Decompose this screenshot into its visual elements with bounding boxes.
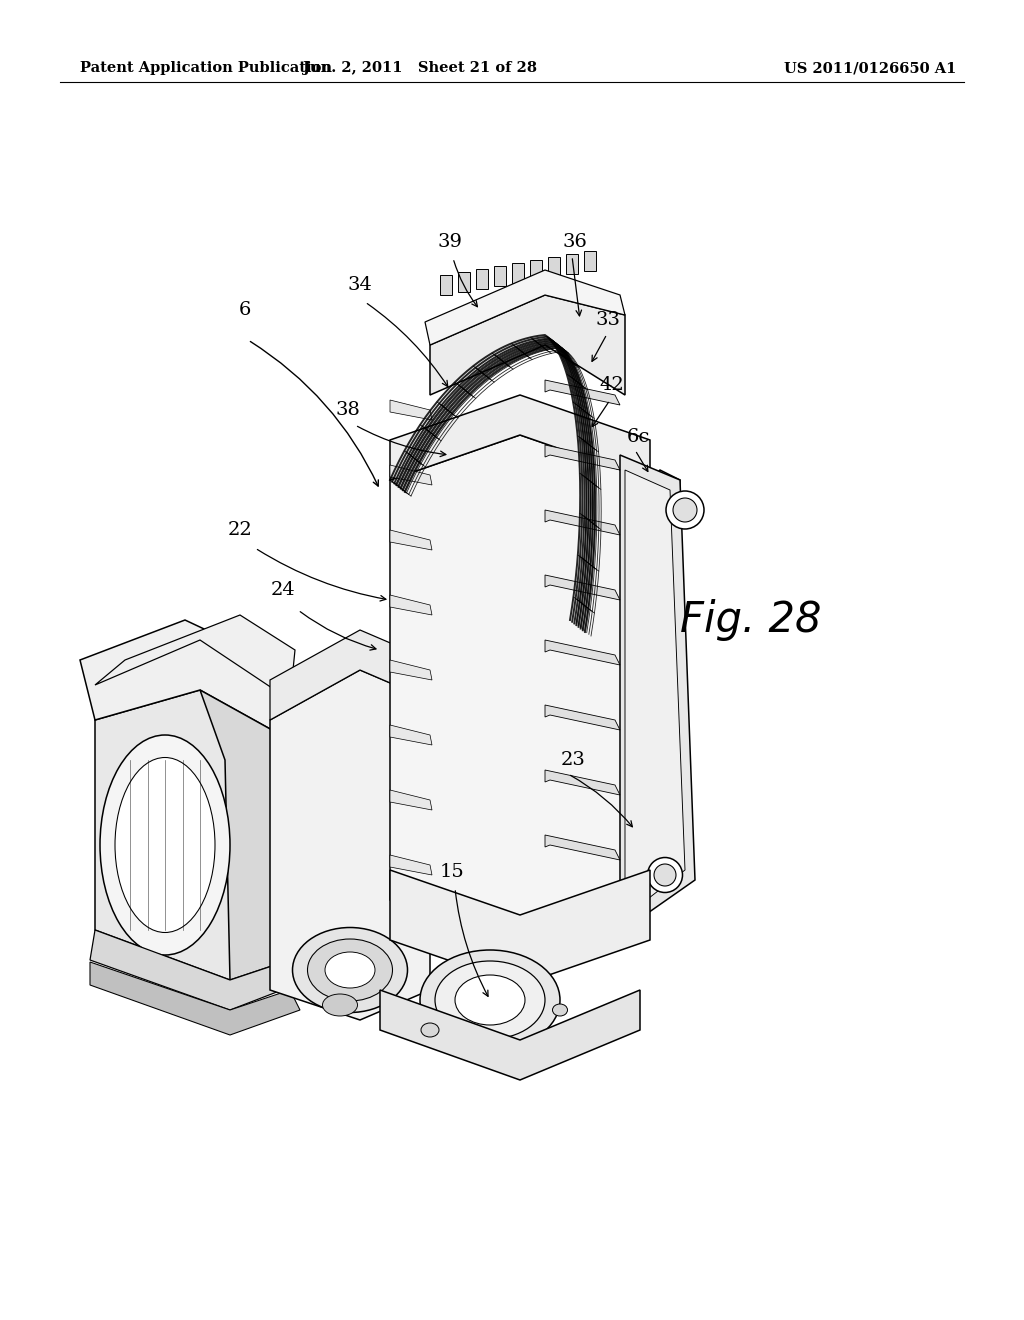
FancyBboxPatch shape	[566, 253, 578, 275]
FancyBboxPatch shape	[584, 251, 596, 271]
Text: 6c: 6c	[627, 428, 649, 446]
Text: Patent Application Publication: Patent Application Publication	[80, 61, 332, 75]
FancyBboxPatch shape	[494, 267, 506, 286]
Text: 23: 23	[560, 751, 586, 770]
Polygon shape	[95, 615, 295, 700]
Polygon shape	[270, 671, 430, 1020]
Ellipse shape	[307, 939, 392, 1001]
FancyBboxPatch shape	[530, 260, 542, 280]
Ellipse shape	[666, 491, 705, 529]
Polygon shape	[545, 705, 620, 730]
Text: 38: 38	[336, 401, 360, 418]
Polygon shape	[390, 395, 650, 480]
Polygon shape	[390, 531, 432, 550]
FancyBboxPatch shape	[512, 263, 524, 282]
Ellipse shape	[100, 735, 230, 954]
Text: 15: 15	[439, 863, 464, 880]
Ellipse shape	[115, 758, 215, 932]
Ellipse shape	[455, 975, 525, 1026]
Polygon shape	[90, 962, 300, 1035]
Polygon shape	[545, 380, 620, 405]
Polygon shape	[650, 470, 680, 900]
Polygon shape	[390, 789, 432, 810]
Text: 34: 34	[347, 276, 373, 294]
FancyBboxPatch shape	[476, 269, 488, 289]
Polygon shape	[200, 690, 290, 979]
Polygon shape	[430, 294, 625, 395]
FancyBboxPatch shape	[548, 257, 560, 277]
Polygon shape	[390, 465, 432, 484]
Polygon shape	[390, 436, 650, 945]
Text: 22: 22	[227, 521, 252, 539]
Text: Fig. 28: Fig. 28	[680, 599, 821, 642]
Text: 42: 42	[600, 376, 625, 393]
Polygon shape	[390, 660, 432, 680]
Polygon shape	[80, 620, 290, 741]
Polygon shape	[545, 770, 620, 795]
Ellipse shape	[553, 1005, 567, 1016]
Polygon shape	[390, 725, 432, 744]
Polygon shape	[390, 400, 432, 420]
Polygon shape	[620, 455, 695, 915]
Polygon shape	[390, 870, 650, 985]
Polygon shape	[545, 836, 620, 861]
Polygon shape	[270, 630, 430, 719]
Polygon shape	[545, 640, 620, 665]
Polygon shape	[545, 510, 620, 535]
Ellipse shape	[421, 1023, 439, 1038]
Polygon shape	[95, 690, 290, 979]
Polygon shape	[625, 470, 685, 906]
Text: 33: 33	[596, 312, 621, 329]
Polygon shape	[90, 931, 295, 1010]
Text: US 2011/0126650 A1: US 2011/0126650 A1	[783, 61, 956, 75]
Polygon shape	[380, 990, 640, 1080]
Polygon shape	[545, 576, 620, 601]
Polygon shape	[425, 271, 625, 345]
Text: Jun. 2, 2011   Sheet 21 of 28: Jun. 2, 2011 Sheet 21 of 28	[303, 61, 537, 75]
Polygon shape	[390, 595, 432, 615]
Ellipse shape	[420, 950, 560, 1049]
Ellipse shape	[435, 961, 545, 1039]
Ellipse shape	[673, 498, 697, 521]
Polygon shape	[545, 445, 620, 470]
Text: 24: 24	[270, 581, 295, 599]
Text: 36: 36	[562, 234, 588, 251]
Ellipse shape	[325, 952, 375, 987]
Text: 6: 6	[239, 301, 251, 319]
FancyBboxPatch shape	[440, 275, 452, 294]
Polygon shape	[390, 855, 432, 875]
Ellipse shape	[323, 994, 357, 1016]
Ellipse shape	[654, 865, 676, 886]
Ellipse shape	[293, 928, 408, 1012]
Text: 39: 39	[437, 234, 463, 251]
Ellipse shape	[647, 858, 683, 892]
FancyBboxPatch shape	[458, 272, 470, 292]
